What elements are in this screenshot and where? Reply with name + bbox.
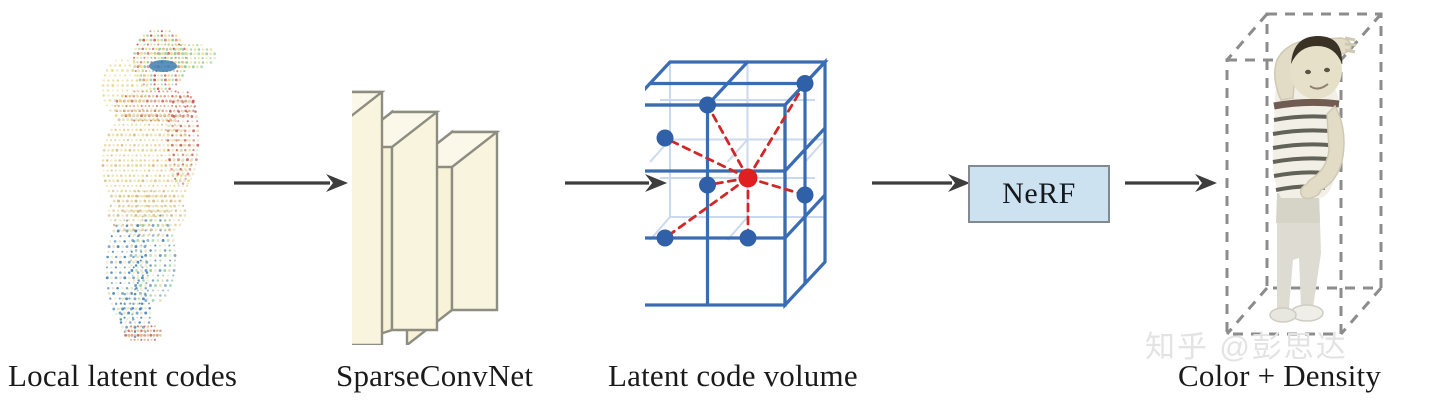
point-cloud-figure — [55, 8, 255, 343]
point-cloud-svg — [101, 30, 217, 341]
nerf-label: NeRF — [1002, 177, 1076, 210]
latent-volume-svg — [626, 57, 829, 310]
arrow-nerf-to-render — [1125, 170, 1221, 196]
watermark-text: 知乎 @彭思达 — [1145, 331, 1348, 364]
cube-main-edges — [626, 57, 829, 310]
query-point-dot — [738, 168, 758, 188]
rendered-person — [1269, 36, 1357, 323]
caption-latent-code-volume: Latent code volume — [608, 358, 858, 393]
caption-sparseconvnet: SparseConvNet — [336, 358, 534, 393]
arrow-pointcloud-to-convnet — [234, 170, 352, 196]
trilinear-interp-lines — [663, 82, 807, 240]
nerf-module-box[interactable]: NeRF — [968, 165, 1110, 223]
latent-code-vertex-dots — [656, 75, 814, 247]
rendered-output-svg — [1225, 12, 1383, 336]
caption-local-latent-codes: Local latent codes — [8, 358, 238, 393]
sparseconvnet-figure — [288, 55, 567, 357]
caption-color-density: Color + Density — [1178, 358, 1382, 393]
arrow-volume-to-nerf — [872, 170, 974, 196]
conv-slab-1 — [288, 89, 386, 357]
arrow-convnet-to-volume — [565, 170, 671, 196]
rendered-output-figure — [1215, 8, 1415, 343]
latent-code-volume-figure — [626, 50, 905, 350]
sparseconvnet-svg — [288, 89, 501, 357]
